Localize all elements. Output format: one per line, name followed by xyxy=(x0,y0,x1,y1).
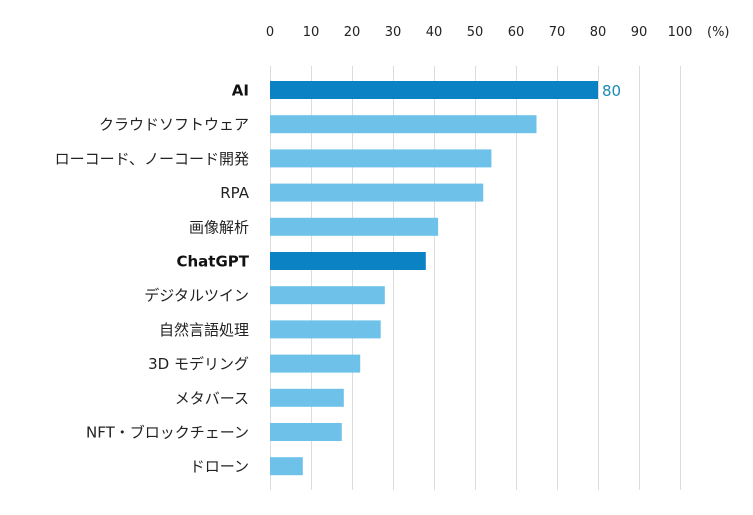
category-label-7: 自然言語処理 xyxy=(159,321,249,339)
bar-9 xyxy=(270,388,344,407)
x-tick-label-100: 100 xyxy=(668,25,693,40)
bar-7 xyxy=(270,320,381,339)
grid-lines xyxy=(270,66,681,490)
category-label-3: RPA xyxy=(220,184,250,202)
category-label-4: 画像解析 xyxy=(189,218,249,236)
x-tick-label-10: 10 xyxy=(303,25,320,40)
bar-8 xyxy=(270,354,361,373)
data-label-0: 80 xyxy=(602,82,621,100)
bar-5 xyxy=(270,252,426,270)
category-label-5: ChatGPT xyxy=(176,253,249,271)
category-label-1: クラウドソフトウェア xyxy=(99,116,249,134)
bar-2 xyxy=(270,149,492,168)
x-tick-label-50: 50 xyxy=(467,25,484,40)
category-label-8: 3D モデリング xyxy=(148,355,249,373)
x-tick-label-80: 80 xyxy=(590,25,607,40)
category-label-6: デジタルツイン xyxy=(144,287,249,305)
bar-0 xyxy=(270,81,598,99)
bars xyxy=(270,81,598,476)
bar-6 xyxy=(270,286,385,305)
bar-4 xyxy=(270,217,439,236)
x-tick-label-60: 60 xyxy=(508,25,525,40)
category-label-10: NFT・ブロックチェーン xyxy=(86,424,249,442)
bar-11 xyxy=(270,457,303,476)
category-label-9: メタバース xyxy=(175,389,249,407)
category-label-2: ローコード、ノーコード開発 xyxy=(55,150,249,168)
x-tick-label-90: 90 xyxy=(631,25,648,40)
data-labels: 80 xyxy=(602,82,621,100)
x-axis-unit-label: (%) xyxy=(707,25,730,40)
bar-10 xyxy=(270,423,342,441)
x-tick-label-0: 0 xyxy=(266,25,274,40)
x-tick-label-70: 70 xyxy=(549,25,566,40)
bar-1 xyxy=(270,115,537,134)
x-axis-ticks: 0 10 20 30 40 50 60 70 80 90 100 xyxy=(266,25,693,40)
bar-3 xyxy=(270,183,484,202)
x-tick-label-40: 40 xyxy=(426,25,443,40)
x-tick-label-30: 30 xyxy=(385,25,402,40)
category-label-0: AI xyxy=(232,82,249,100)
category-label-11: ドローン xyxy=(190,458,249,476)
x-tick-label-20: 20 xyxy=(344,25,361,40)
